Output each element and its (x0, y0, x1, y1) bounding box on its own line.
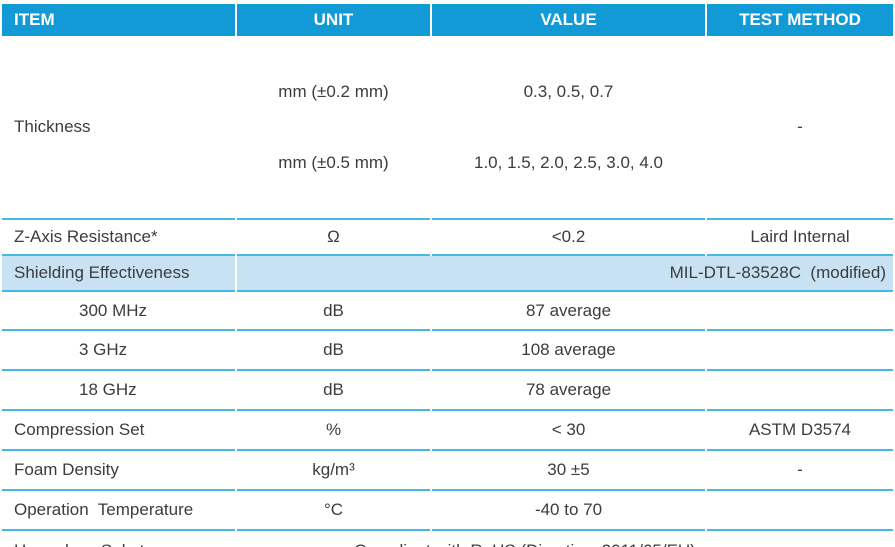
unit-line-2: mm (±0.5 mm) (278, 153, 389, 172)
item-cell: Foam Density (2, 451, 235, 491)
statement-cell: Compliant with RoHS (Directive 2011/65/E… (237, 531, 893, 547)
row-3ghz: 3 GHz dB 108 average (2, 331, 893, 371)
value-cell: < 30 (432, 411, 705, 451)
unit-cell: dB (237, 292, 430, 331)
value-cell: -40 to 70 (432, 491, 705, 531)
row-compression-set: Compression Set % < 30 ASTM D3574 (2, 411, 893, 451)
value-cell: 0.3, 0.5, 0.7 1.0, 1.5, 2.0, 2.5, 3.0, 4… (432, 36, 705, 220)
row-thickness: Thickness mm (±0.2 mm) mm (±0.5 mm) 0.3,… (2, 36, 893, 220)
row-foam-density: Foam Density kg/m³ 30 ±5 - (2, 451, 893, 491)
item-cell: Z-Axis Resistance* (2, 220, 235, 256)
column-header-value: VALUE (432, 4, 705, 36)
test-method-cell (707, 331, 893, 371)
spec-table: ITEM UNIT VALUE TEST METHOD Thickness mm… (0, 4, 895, 547)
column-header-test-method: TEST METHOD (707, 4, 893, 36)
unit-cell: dB (237, 331, 430, 371)
row-operation-temperature: Operation Temperature °C -40 to 70 (2, 491, 893, 531)
value-cell: <0.2 (432, 220, 705, 256)
datasheet-page: ITEM UNIT VALUE TEST METHOD Thickness mm… (0, 4, 895, 547)
test-method-cell: - (707, 451, 893, 491)
test-method-cell (707, 371, 893, 411)
item-cell: Hazardous Substance (2, 531, 235, 547)
value-line-2: 1.0, 1.5, 2.0, 2.5, 3.0, 4.0 (473, 153, 664, 172)
item-cell: 300 MHz (2, 292, 235, 331)
unit-line-1: mm (±0.2 mm) (278, 82, 389, 101)
column-header-unit: UNIT (237, 4, 430, 36)
test-method-cell: Laird Internal (707, 220, 893, 256)
value-cell: 108 average (432, 331, 705, 371)
test-method-cell: ASTM D3574 (707, 411, 893, 451)
unit-cell: °C (237, 491, 430, 531)
test-method-cell (707, 292, 893, 331)
value-cell: 87 average (432, 292, 705, 331)
item-cell: Shielding Effectiveness (2, 256, 235, 292)
row-hazardous-substance: Hazardous Substance Compliant with RoHS … (2, 531, 893, 547)
item-cell: Thickness (2, 36, 235, 220)
test-method-cell: MIL-DTL-83528C (modified) (237, 256, 893, 292)
test-method-cell (707, 491, 893, 531)
unit-cell: mm (±0.2 mm) mm (±0.5 mm) (237, 36, 430, 220)
unit-cell: dB (237, 371, 430, 411)
value-cell: 78 average (432, 371, 705, 411)
test-method-cell: - (707, 36, 893, 220)
row-z-axis-resistance: Z-Axis Resistance* Ω <0.2 Laird Internal (2, 220, 893, 256)
unit-cell: % (237, 411, 430, 451)
column-header-item: ITEM (2, 4, 235, 36)
unit-cell: kg/m³ (237, 451, 430, 491)
row-shielding-effectiveness: Shielding Effectiveness MIL-DTL-83528C (… (2, 256, 893, 292)
unit-cell: Ω (237, 220, 430, 256)
item-cell: 18 GHz (2, 371, 235, 411)
item-cell: 3 GHz (2, 331, 235, 371)
item-cell: Operation Temperature (2, 491, 235, 531)
item-cell: Compression Set (2, 411, 235, 451)
row-18ghz: 18 GHz dB 78 average (2, 371, 893, 411)
table-header-row: ITEM UNIT VALUE TEST METHOD (2, 4, 893, 36)
value-cell: 30 ±5 (432, 451, 705, 491)
row-300mhz: 300 MHz dB 87 average (2, 292, 893, 331)
value-line-1: 0.3, 0.5, 0.7 (523, 82, 614, 101)
